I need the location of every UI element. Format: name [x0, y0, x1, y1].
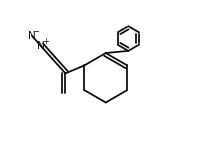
Text: +: +: [42, 37, 49, 46]
Text: N: N: [37, 41, 45, 51]
Text: −: −: [33, 27, 40, 36]
Text: N: N: [28, 31, 36, 41]
